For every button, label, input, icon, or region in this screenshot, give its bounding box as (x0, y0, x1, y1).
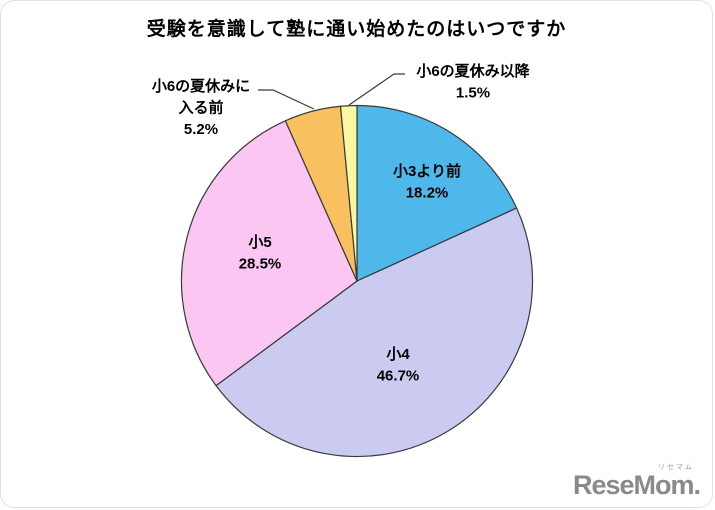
slice-pct-0: 18.2% (406, 185, 449, 202)
resemom-logo: リセマム ReseMom. (572, 464, 701, 500)
pie-slice-2 (180, 120, 358, 387)
logo-wordmark: ReseMom. (572, 470, 701, 500)
slice-label-0: 小3より前 (393, 162, 461, 180)
slice-label-3: 入る前 (178, 99, 223, 117)
chart-title: 受験を意識して塾に通い始めたのはいつですか (146, 19, 567, 40)
pie-slice-0 (356, 104, 518, 282)
leader-line-3 (258, 89, 315, 110)
pie-slice-1 (215, 207, 534, 458)
slice-pct-3: 5.2% (184, 121, 218, 138)
logo-ruby-text: リセマム (658, 464, 694, 471)
slice-label-2: 小5 (248, 234, 271, 251)
slice-pct-1: 46.7% (377, 368, 420, 385)
slice-label-1: 小4 (386, 346, 410, 363)
slice-pct-2: 28.5% (239, 256, 282, 273)
slice-label-4: 小6の夏休み以降 (416, 62, 530, 80)
slice-label-3: 小6の夏休みに (152, 77, 250, 95)
pie-slice-4 (339, 104, 358, 282)
leader-line-4 (348, 73, 405, 106)
slice-pct-4: 1.5% (456, 85, 490, 102)
